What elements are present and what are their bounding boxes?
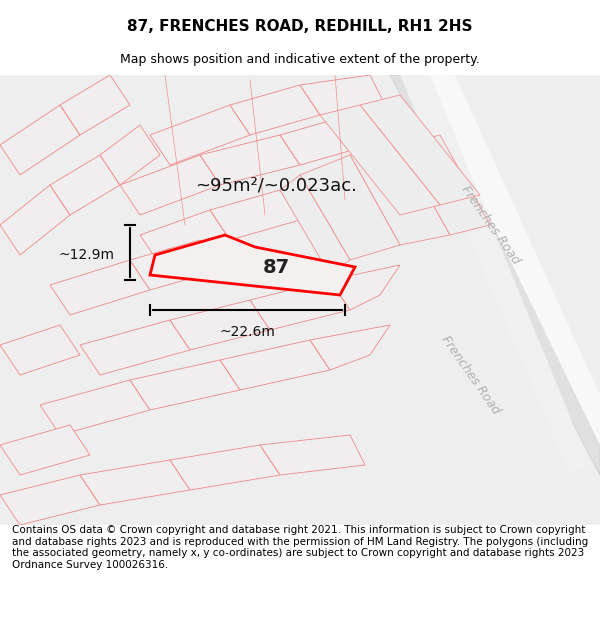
Polygon shape	[60, 75, 130, 135]
Polygon shape	[130, 360, 240, 410]
Polygon shape	[280, 170, 370, 220]
Polygon shape	[310, 325, 390, 370]
Polygon shape	[130, 240, 220, 290]
Polygon shape	[250, 280, 350, 330]
Polygon shape	[260, 435, 365, 475]
Polygon shape	[170, 300, 270, 350]
Polygon shape	[280, 115, 370, 165]
Polygon shape	[0, 105, 80, 175]
Polygon shape	[80, 460, 190, 505]
Text: Frenches Road: Frenches Road	[438, 333, 502, 417]
Polygon shape	[420, 75, 600, 445]
Polygon shape	[280, 175, 350, 275]
Polygon shape	[0, 185, 70, 255]
Polygon shape	[40, 380, 150, 435]
Text: ~12.9m: ~12.9m	[59, 248, 115, 262]
Polygon shape	[300, 155, 400, 260]
Polygon shape	[0, 75, 600, 525]
Text: 87: 87	[263, 258, 290, 277]
Polygon shape	[50, 260, 150, 315]
Polygon shape	[400, 135, 490, 235]
Text: 87, FRENCHES ROAD, REDHILL, RH1 2HS: 87, FRENCHES ROAD, REDHILL, RH1 2HS	[127, 19, 473, 34]
Polygon shape	[150, 105, 250, 165]
Polygon shape	[320, 105, 440, 215]
Polygon shape	[350, 155, 410, 200]
Text: Frenches Road: Frenches Road	[458, 183, 522, 267]
Polygon shape	[0, 425, 90, 475]
Polygon shape	[210, 190, 300, 240]
Polygon shape	[330, 265, 400, 310]
Polygon shape	[360, 95, 480, 205]
Polygon shape	[220, 340, 330, 390]
Text: ~22.6m: ~22.6m	[220, 325, 275, 339]
Polygon shape	[350, 145, 450, 245]
Polygon shape	[150, 235, 355, 295]
Polygon shape	[400, 75, 590, 475]
Polygon shape	[200, 135, 300, 185]
Text: ~95m²/~0.023ac.: ~95m²/~0.023ac.	[195, 176, 357, 194]
Text: Contains OS data © Crown copyright and database right 2021. This information is : Contains OS data © Crown copyright and d…	[12, 525, 588, 570]
Text: Map shows position and indicative extent of the property.: Map shows position and indicative extent…	[120, 52, 480, 66]
Polygon shape	[140, 210, 230, 265]
Polygon shape	[390, 75, 600, 475]
Polygon shape	[0, 475, 100, 525]
Polygon shape	[300, 75, 385, 115]
Polygon shape	[50, 155, 120, 215]
Polygon shape	[80, 320, 190, 375]
Polygon shape	[170, 445, 280, 490]
Polygon shape	[230, 85, 320, 135]
Polygon shape	[0, 325, 80, 375]
Polygon shape	[100, 125, 160, 185]
Polygon shape	[120, 155, 220, 215]
